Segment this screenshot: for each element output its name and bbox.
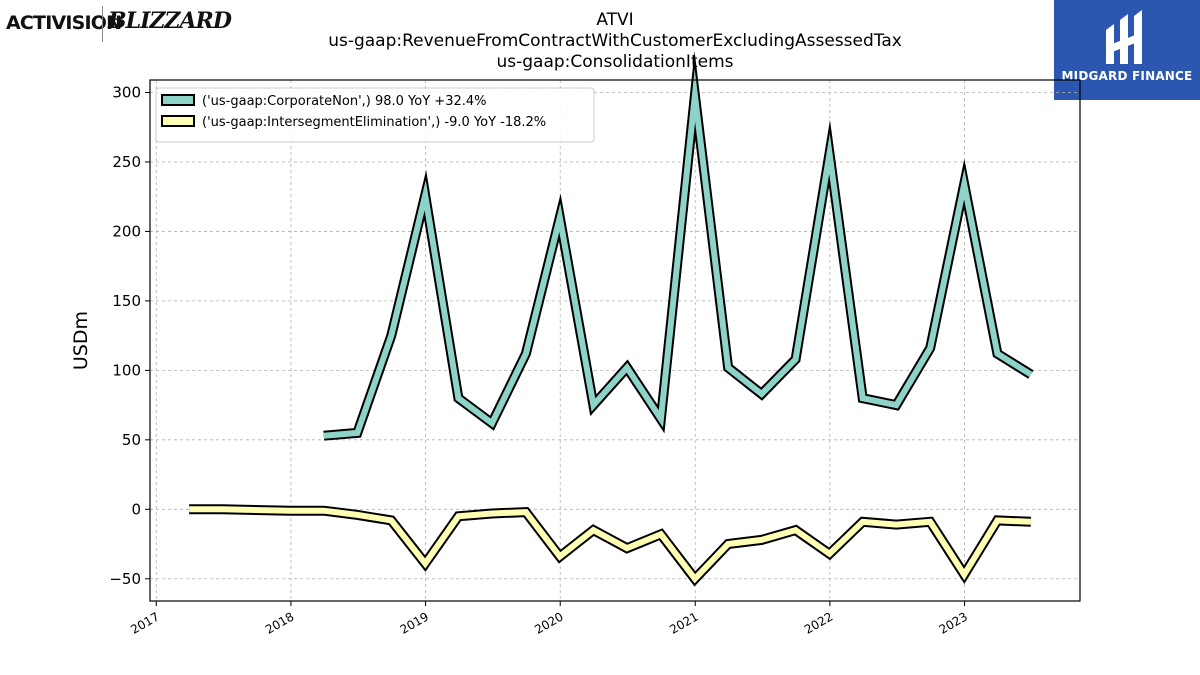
y-tick-label: 100 [112, 361, 141, 379]
x-tick-label: 2017 [128, 609, 161, 636]
legend-swatch [161, 115, 195, 127]
activision-wordmark: ACTIVISION [6, 12, 122, 34]
y-axis-label: USDm [70, 311, 92, 370]
midgard-monogram-icon [1106, 10, 1142, 64]
y-axis: −50 0 50 100 150 200 250 300 [109, 84, 150, 588]
x-tick-label: 2022 [802, 609, 835, 636]
midgard-finance-logo: MIDGARD FINANCE [1054, 0, 1200, 100]
series-lines [189, 50, 1034, 587]
y-tick-label: 50 [122, 431, 141, 449]
y-tick-label: 150 [112, 292, 141, 310]
legend-swatch [161, 94, 195, 106]
legend-label: ('us-gaap:CorporateNon',) 98.0 YoY +32.4… [202, 94, 487, 109]
x-tick-label: 2023 [937, 609, 970, 636]
y-tick-label: 0 [131, 500, 141, 518]
plot-frame [149, 79, 1081, 602]
x-tick-label: 2020 [532, 609, 565, 636]
x-tick-label: 2021 [667, 609, 700, 636]
logo-divider [102, 6, 103, 42]
chart-title-line: us-gaap:RevenueFromContractWithCustomerE… [328, 31, 902, 51]
grid [150, 80, 1080, 601]
y-tick-label: 300 [112, 84, 141, 102]
series-line [323, 68, 1033, 439]
activision-blizzard-logo: ACTIVISION BLIZZARD [4, 4, 232, 44]
midgard-finance-label: MIDGARD FINANCE [1061, 69, 1193, 83]
x-tick-label: 2019 [398, 609, 431, 636]
blizzard-wordmark: BLIZZARD [108, 8, 232, 34]
y-tick-label: 250 [112, 153, 141, 171]
chart-title-line: us-gaap:ConsolidationItems [496, 52, 734, 72]
legend: ('us-gaap:CorporateNon',) 98.0 YoY +32.4… [155, 87, 595, 143]
x-axis: 2017 2018 2019 2020 2021 2022 2023 [128, 601, 970, 637]
y-tick-label: −50 [109, 570, 141, 588]
y-tick-label: 200 [112, 222, 141, 240]
legend-label: ('us-gaap:IntersegmentElimination',) -9.… [202, 115, 546, 130]
chart-title-line: ATVI [596, 10, 634, 30]
chart-title: ATVI us-gaap:RevenueFromContractWithCust… [215, 10, 1015, 73]
series-line [189, 506, 1032, 584]
x-tick-label: 2018 [263, 609, 296, 636]
legend-box [155, 87, 595, 143]
series-line-outline [189, 504, 1032, 587]
